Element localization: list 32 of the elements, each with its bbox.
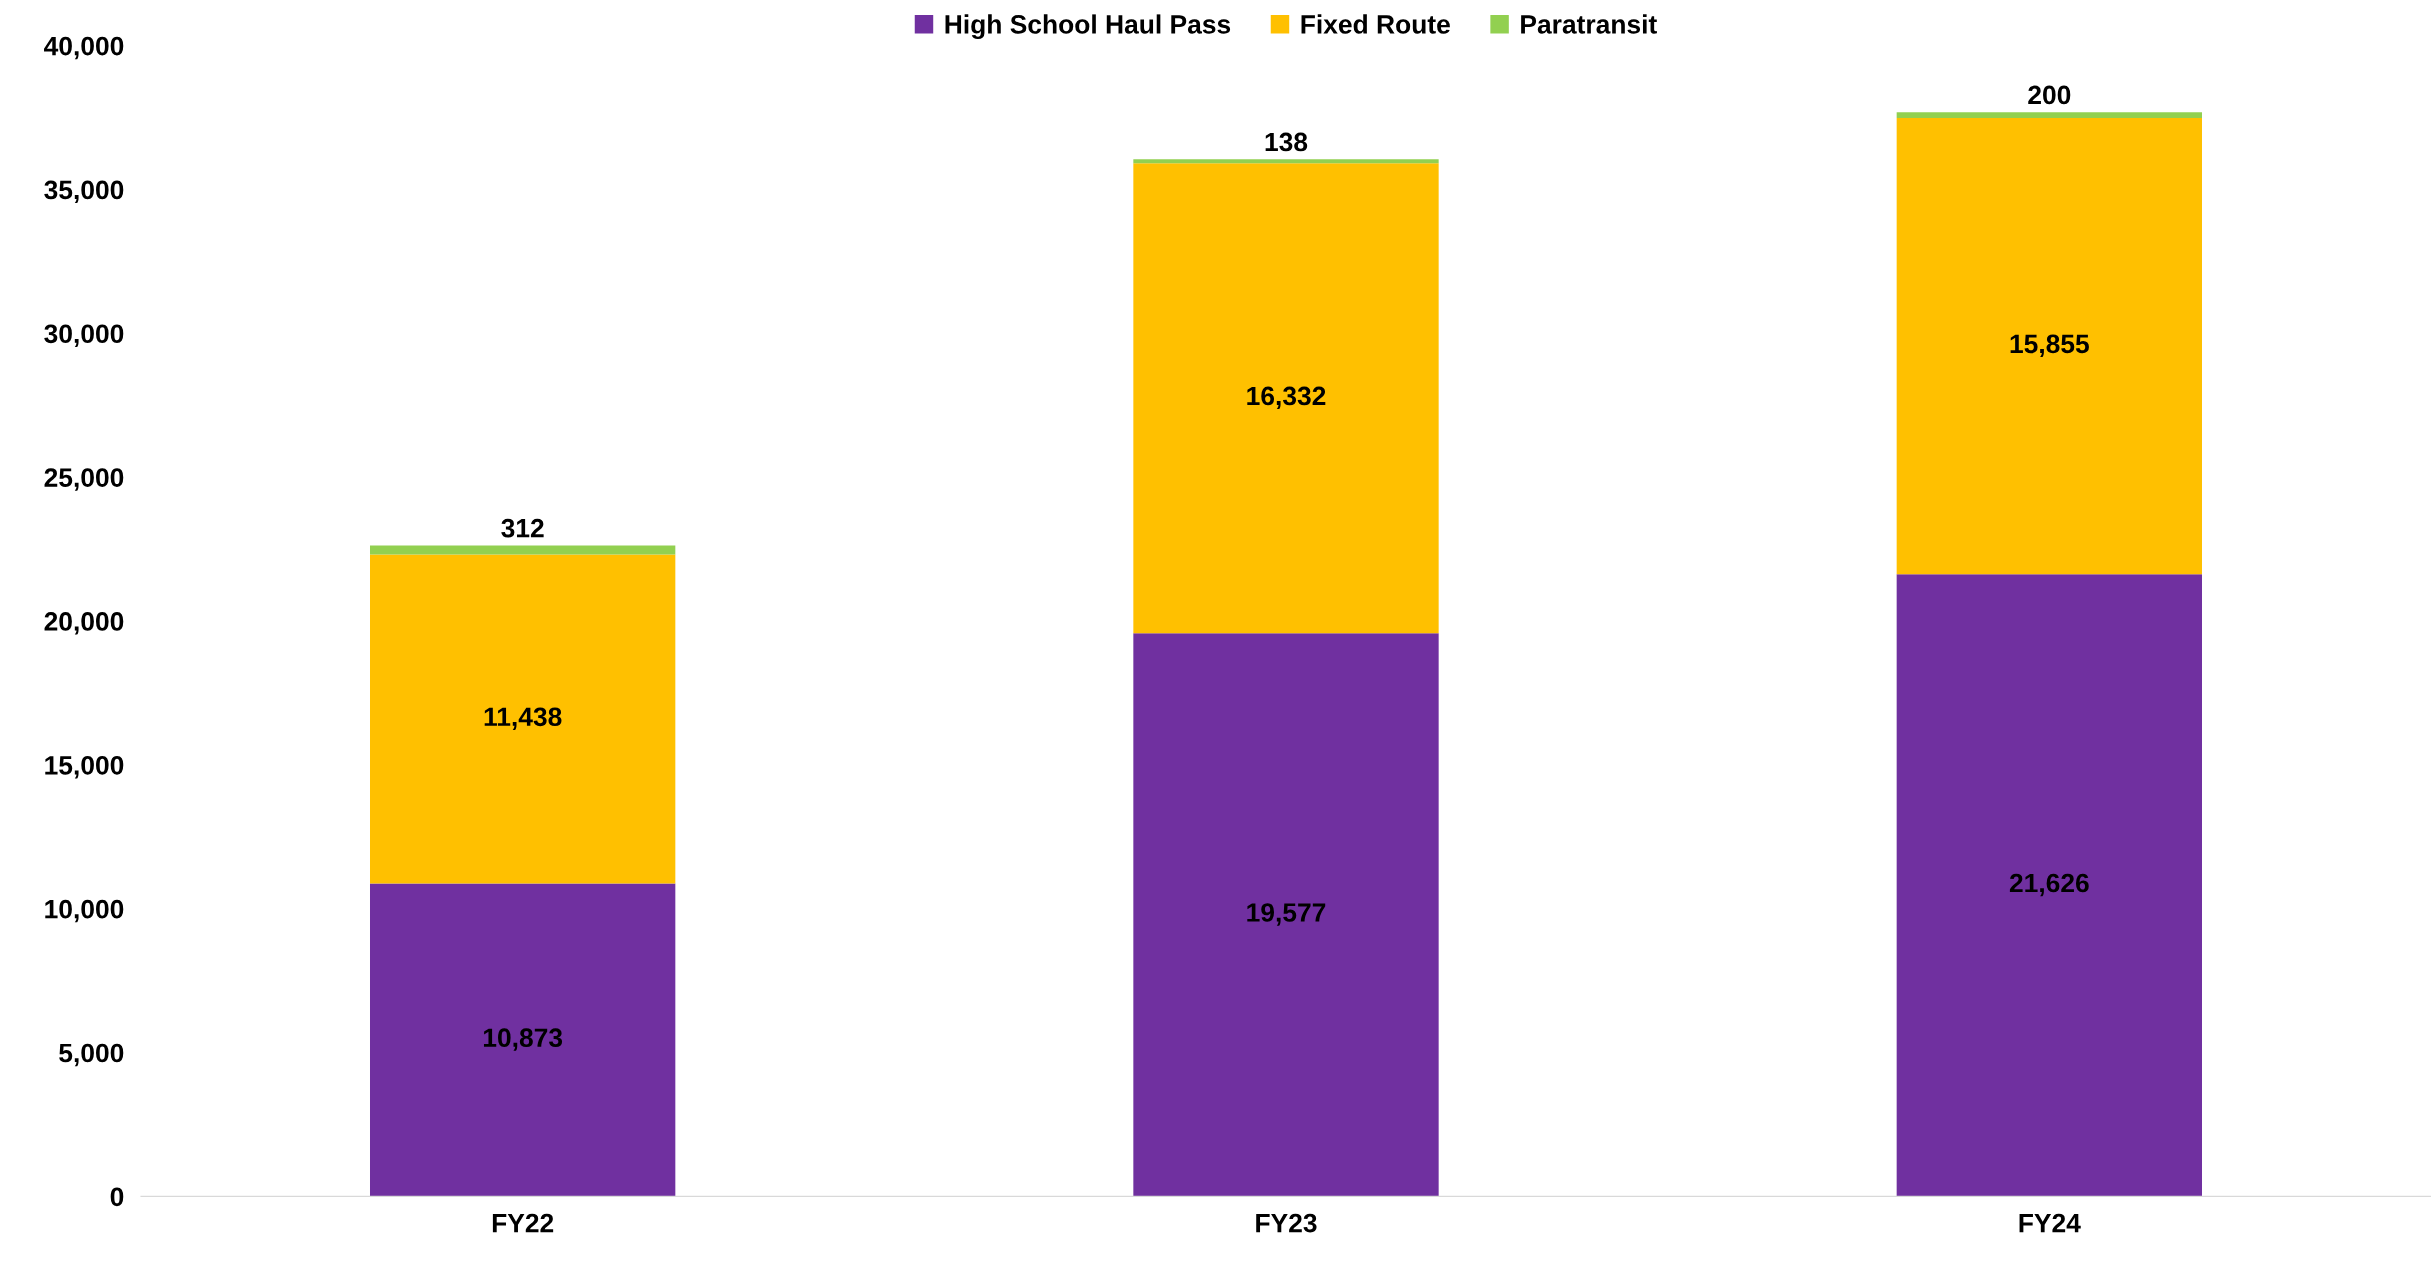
bar: [1133, 163, 1439, 634]
x-tick-label: FY24: [2019, 1213, 2081, 1233]
y-tick-label: 30,000: [44, 324, 124, 347]
data-label: 200: [2028, 85, 2071, 105]
bar: [1896, 574, 2202, 1197]
data-label: 15,855: [2010, 334, 2089, 358]
x-tick-label: FY23: [1256, 1213, 1317, 1233]
data-label: 19,577: [1247, 903, 1326, 926]
bar: [1896, 118, 2202, 575]
bar: [1896, 112, 2202, 119]
y-tick-label: 15,000: [45, 755, 124, 779]
data-label: 10,873: [483, 1028, 563, 1051]
legend-label: Fixed Route: [1301, 14, 1450, 34]
y-tick-label: 10,000: [45, 899, 124, 923]
y-tick-label: 25,000: [44, 468, 124, 491]
data-label: 312: [501, 518, 544, 538]
legend-label: High School Haul Pass: [945, 14, 1231, 40]
x-tick-label: FY22: [492, 1213, 554, 1233]
bar: [370, 883, 676, 1197]
y-tick-label: 20,000: [44, 612, 124, 635]
legend-label: Paratransit: [1521, 14, 1657, 34]
y-tick-label: 0: [110, 1187, 124, 1207]
data-label: 11,438: [484, 707, 562, 730]
bar: [1133, 159, 1439, 164]
y-tick-label: 5,000: [59, 1043, 124, 1067]
bar: [1133, 633, 1439, 1197]
data-label: 138: [1265, 132, 1308, 152]
data-label: 16,332: [1247, 386, 1326, 410]
data-label: 21,626: [2009, 873, 2089, 897]
bar: [370, 554, 676, 884]
y-tick-label: 40,000: [44, 36, 124, 60]
y-tick-label: 35,000: [44, 180, 124, 204]
